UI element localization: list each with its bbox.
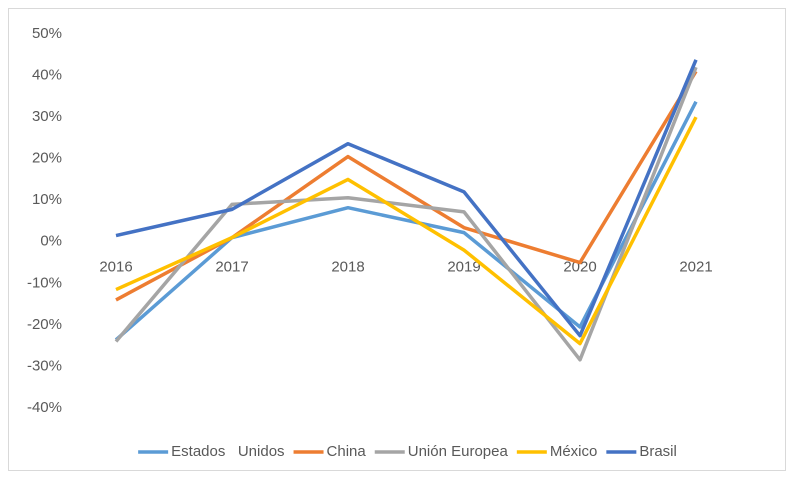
legend-label: México [550, 443, 598, 460]
x-tick-label: 2021 [679, 259, 712, 276]
series-line [115, 116, 698, 346]
y-tick-label: 40% [32, 67, 62, 84]
y-tick-label: -10% [27, 274, 62, 291]
series-line [115, 59, 698, 338]
y-tick-label: -30% [27, 357, 62, 374]
y-tick-label: 30% [32, 108, 62, 125]
x-tick-label: 2020 [563, 259, 596, 276]
y-tick-label: -20% [27, 316, 62, 333]
x-tick-label: 2019 [447, 259, 480, 276]
x-tick-label: 2016 [99, 259, 132, 276]
x-tick-label: 2017 [215, 259, 248, 276]
y-tick-label: -40% [27, 399, 62, 416]
legend-label: China [327, 443, 367, 460]
legend-label: Unión Europea [408, 443, 509, 460]
y-tick-label: 50% [32, 25, 62, 42]
y-tick-label: 20% [32, 150, 62, 167]
legend-label: Estados Unidos [171, 443, 284, 460]
y-tick-label: 10% [32, 191, 62, 208]
y-tick-label: 0% [40, 233, 62, 250]
chart-frame [8, 8, 786, 471]
x-tick-label: 2018 [331, 259, 364, 276]
series-line [114, 66, 698, 362]
legend-label: Brasil [639, 443, 677, 460]
